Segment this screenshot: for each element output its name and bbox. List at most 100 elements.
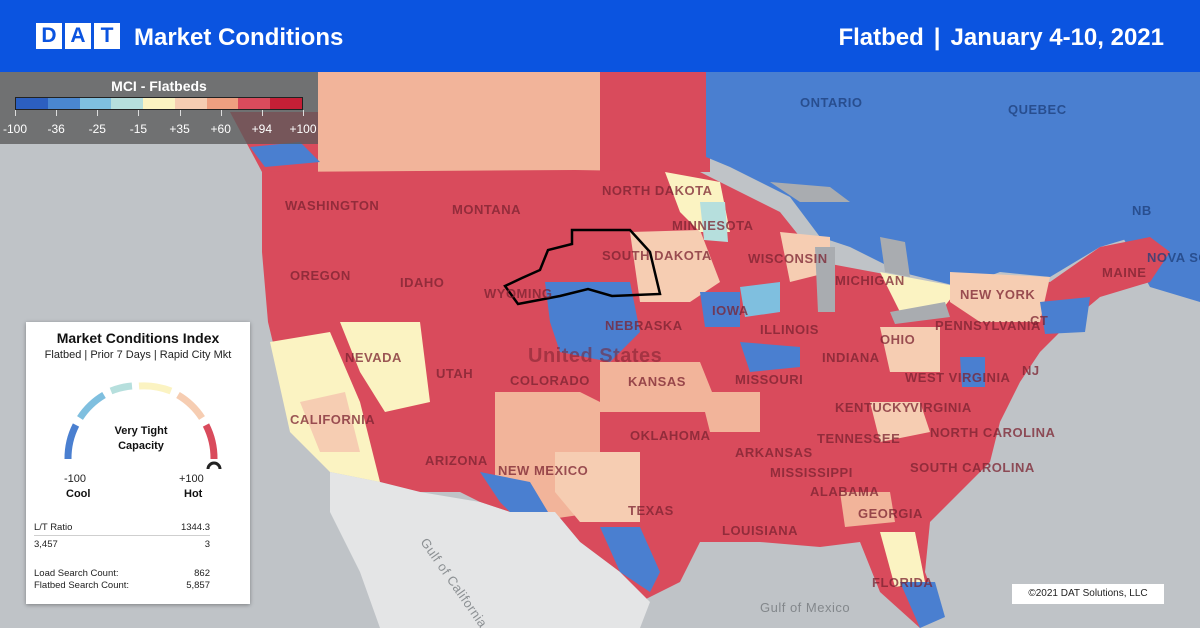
header-info: Flatbed | January 4-10, 2021 [838, 24, 1164, 52]
label-kansas: KANSAS [628, 374, 686, 389]
label-north-carolina: NORTH CAROLINA [930, 425, 1056, 440]
label-california: CALIFORNIA [290, 412, 375, 427]
label-florida: FLORIDA [872, 575, 933, 590]
legend-tick [97, 110, 99, 116]
label-west-virginia: WEST VIRGINIA [905, 370, 1011, 385]
map-canvas[interactable]: ONTARIO QUEBEC NB NOVA SCO WASHINGTON OR… [0, 72, 1200, 628]
legend-tick-label: +35 [169, 122, 190, 136]
label-ct: CT [1030, 313, 1048, 328]
legend-tick-label: +60 [210, 122, 231, 136]
legend-swatch [47, 98, 80, 109]
label-south-carolina: SOUTH CAROLINA [910, 460, 1035, 475]
label-wyoming: WYOMING [484, 286, 553, 301]
label-tennessee: TENNESSEE [817, 431, 900, 446]
region-maryland [960, 357, 985, 387]
label-nevada: NEVADA [345, 350, 402, 365]
load-search-value: 862 [194, 568, 210, 579]
label-mississippi: MISSISSIPPI [770, 465, 853, 480]
truck-count: 3 [204, 539, 210, 550]
lt-ratio-label: L/T Ratio [34, 522, 73, 533]
legend-tick-label: +94 [251, 122, 273, 136]
legend-swatch [238, 98, 271, 109]
label-colorado: COLORADO [510, 373, 590, 388]
label-south-dakota: SOUTH DAKOTA [602, 248, 712, 263]
label-idaho: IDAHO [400, 275, 444, 290]
logo-letter: A [65, 23, 91, 49]
card-subtitle: Flatbed | Prior 7 Days | Rapid City Mkt [44, 349, 232, 361]
region-kansas [600, 362, 720, 412]
label-georgia: GEORGIA [858, 506, 923, 521]
load-search-row: Load Search Count: 862 [34, 568, 210, 579]
mci-gauge [64, 382, 222, 469]
label-montana: MONTANA [452, 202, 521, 217]
label-texas: TEXAS [628, 503, 674, 518]
logo-letter: T [94, 23, 120, 49]
flatbed-search-row: Flatbed Search Count: 5,857 [34, 580, 210, 591]
legend-tick [261, 110, 263, 116]
label-michigan: MICHIGAN [835, 273, 905, 288]
legend-tick-label: -100 [2, 122, 28, 136]
page-title: Market Conditions [134, 24, 344, 51]
legend-title: MCI - Flatbeds [111, 78, 207, 94]
gauge-segment-neutral [138, 382, 173, 395]
region-south-florida [900, 582, 945, 628]
label-gulf-of-mexico: Gulf of Mexico [760, 600, 850, 615]
region-georgia-south [840, 492, 895, 527]
lt-ratio-row: L/T Ratio 1344.3 [34, 522, 210, 533]
region-nebraska-west [545, 282, 640, 362]
gauge-segment-warm [176, 391, 205, 421]
label-oregon: OREGON [290, 268, 351, 283]
rapid-city-market-outline[interactable] [503, 228, 662, 306]
region-iowa-east [740, 282, 780, 317]
label-arkansas: ARKANSAS [735, 445, 813, 460]
legend-tick [303, 110, 304, 116]
label-pennsylvania: PENNSYLVANIA [935, 318, 1041, 333]
label-kentucky: KENTUCKY [835, 400, 911, 415]
flatbed-search-value: 5,857 [186, 580, 210, 591]
region-iowa [700, 292, 740, 327]
legend-tick [15, 110, 16, 116]
lake-superior [770, 182, 850, 202]
region-illinois-west [740, 342, 800, 372]
label-nb: NB [1132, 203, 1152, 218]
gauge-segment-cold [77, 391, 106, 421]
label-iowa: IOWA [712, 303, 749, 318]
flatbed-search-label: Flatbed Search Count: [34, 580, 130, 591]
legend-tick-label: -36 [47, 122, 65, 136]
label-arizona: ARIZONA [425, 453, 488, 468]
region-ontario-quebec [706, 72, 1200, 287]
region-new-mexico-east [555, 452, 640, 522]
region-mexico [330, 472, 650, 628]
label-alabama: ALABAMA [810, 484, 879, 499]
load-count: 3,457 [34, 539, 58, 550]
copyright-notice: ©2021 DAT Solutions, LLC [1012, 584, 1164, 604]
legend-swatch [270, 98, 303, 109]
legend-swatch [79, 98, 112, 109]
label-new-mexico: NEW MEXICO [498, 463, 588, 478]
divider [34, 535, 210, 536]
label-nj: NJ [1022, 363, 1040, 378]
legend-tick [220, 110, 222, 116]
capacity-status: Very Tight Capacity [114, 425, 168, 452]
label-oklahoma: OKLAHOMA [630, 428, 711, 443]
label-louisiana: LOUISIANA [722, 523, 798, 538]
region-kentucky-east [870, 402, 930, 442]
dat-logo: D A T [36, 23, 120, 49]
gauge-segment-cool [64, 423, 80, 460]
legend-tick [56, 110, 58, 116]
gauge-min-label: Cool [66, 488, 91, 500]
legend-tick-label: -25 [88, 122, 106, 136]
lake-michigan [815, 247, 835, 312]
header-bar: D A T Market Conditions Flatbed | Januar… [0, 0, 1200, 72]
lt-ratio-value: 1344.3 [180, 522, 210, 533]
label-illinois: ILLINOIS [760, 322, 819, 337]
region-manitoba [600, 72, 710, 172]
gauge-segment-hot [202, 423, 218, 460]
gauge-segment-neutral-cool [109, 382, 133, 395]
header-separator: | [933, 24, 941, 51]
market-map[interactable]: ONTARIO QUEBEC NB NOVA SCO WASHINGTON OR… [0, 72, 1200, 628]
region-minneapolis [700, 202, 728, 242]
legend-tick-label: -15 [129, 122, 148, 136]
region-ohio [880, 327, 940, 372]
region-massachusetts [1040, 297, 1090, 334]
